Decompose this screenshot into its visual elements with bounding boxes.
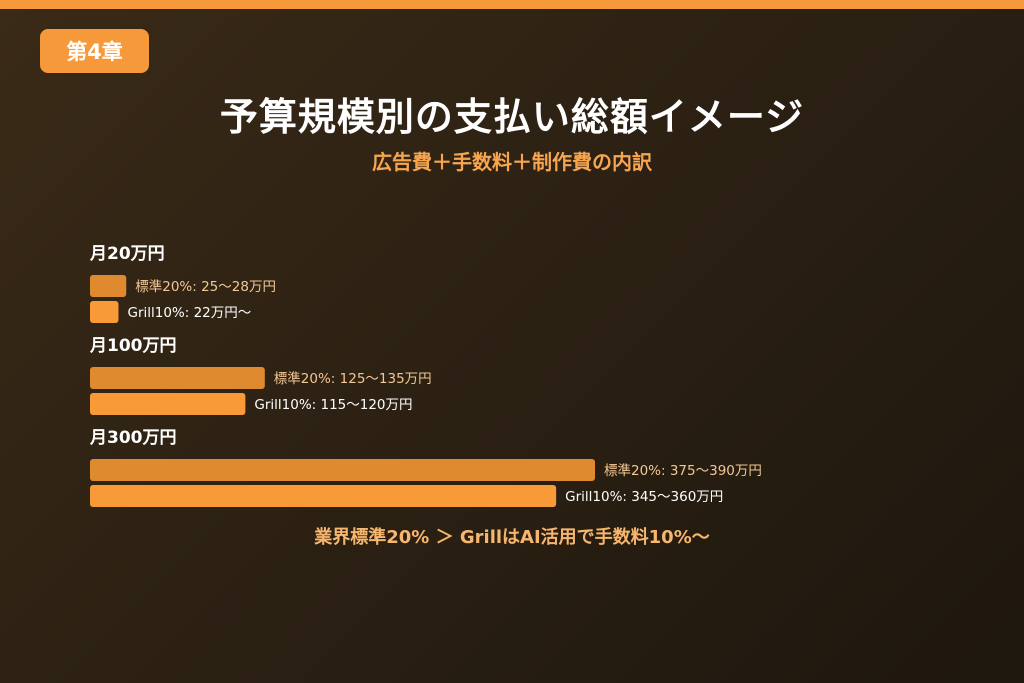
- grill-bar: [90, 393, 246, 415]
- footer-note: 業界標準20% ＞ GrillはAI活用で手数料10%〜: [314, 527, 710, 548]
- grill-bar-label: Grill10%: 115〜120万円: [254, 397, 412, 413]
- standard-bar-label: 標準20%: 375〜390万円: [604, 463, 762, 479]
- standard-bar-label: 標準20%: 125〜135万円: [274, 371, 432, 387]
- standard-bar: [90, 275, 127, 297]
- page-subtitle: 広告費＋手数料＋制作費の内訳: [372, 150, 652, 174]
- grill-bar-label: Grill10%: 345〜360万円: [565, 489, 723, 505]
- page-title: 予算規模別の支払い総額イメージ: [219, 95, 805, 139]
- standard-bar: [90, 459, 595, 481]
- grill-bar-label: Grill10%: 22万円〜: [127, 305, 251, 321]
- group-label: 月20万円: [89, 244, 165, 264]
- grill-bar: [90, 301, 119, 323]
- top-accent-bar: [0, 0, 1024, 9]
- grill-bar: [90, 485, 557, 507]
- standard-bar-label: 標準20%: 25〜28万円: [135, 279, 276, 295]
- group-label: 月100万円: [89, 336, 177, 356]
- group-label: 月300万円: [89, 428, 177, 448]
- standard-bar: [90, 367, 265, 389]
- chapter-badge: 第4章: [40, 29, 149, 73]
